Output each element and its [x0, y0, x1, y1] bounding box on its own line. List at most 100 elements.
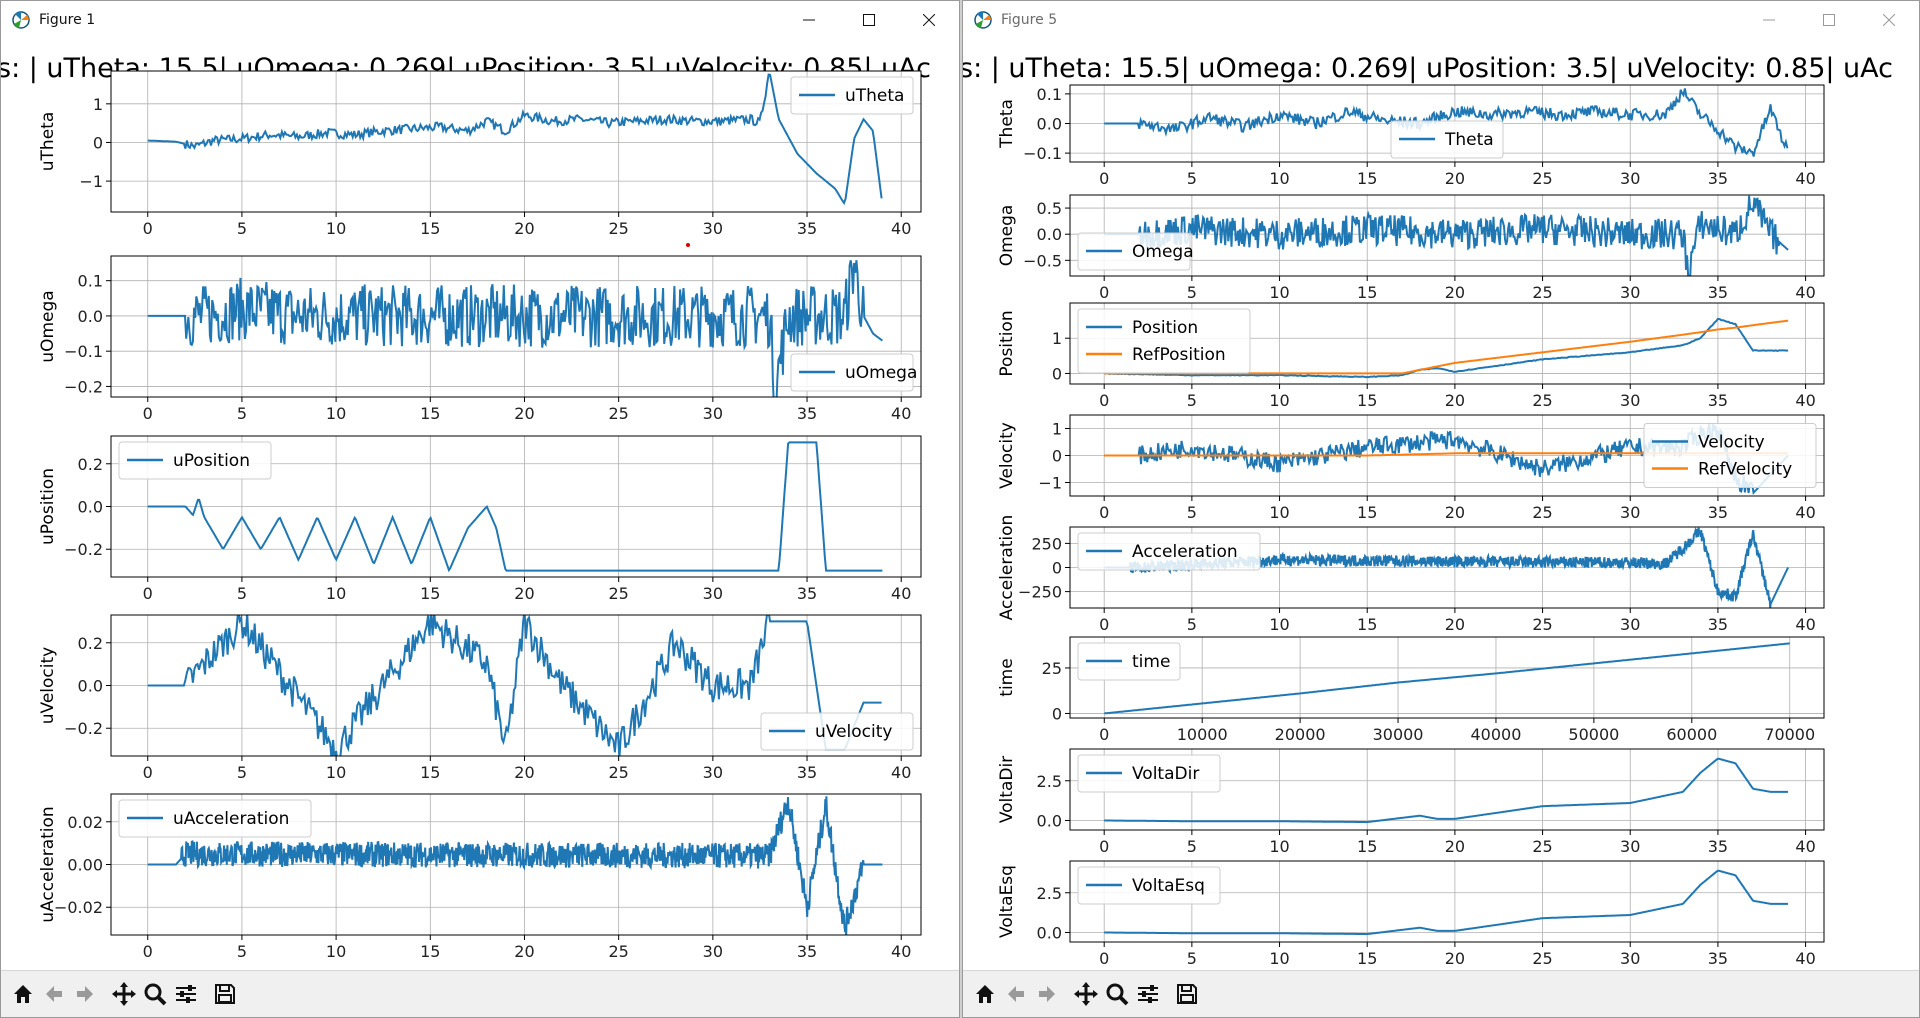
y-tick-label: −0.2 [64, 719, 103, 738]
x-tick-label: 35 [797, 404, 817, 423]
zoom-button[interactable] [1101, 976, 1132, 1012]
legend-label: time [1132, 652, 1170, 672]
y-tick-label: 0.0 [78, 677, 103, 696]
maximize-button[interactable] [1799, 1, 1859, 39]
close-button[interactable] [899, 1, 959, 39]
subplot-uPosition[interactable]: 0 5 10 15 20 25 30 35 40 −0.2 0.0 0.2 uPosition uPosi… [38, 435, 922, 603]
subplot-uOmega[interactable]: 0 5 10 15 20 25 30 35 40 −0.2 −0.1 0.0 0.1 uOmega uOme… [38, 255, 922, 423]
home-button[interactable] [7, 976, 38, 1012]
subplot-Acceleration[interactable]: 0 5 10 15 20 25 30 35 40 −250 0 250 Acceleration Acce… [997, 515, 1825, 634]
configure-subplots-button[interactable] [1132, 976, 1163, 1012]
subplot-uAcceleration[interactable]: 0 5 10 15 20 25 30 35 40 −0.02 0.00 0.02 uAccelerati… [38, 793, 922, 961]
x-tick-label: 15 [1357, 283, 1377, 302]
titlebar[interactable]: Figure 5 [963, 1, 1919, 39]
x-tick-label: 10 [326, 219, 346, 238]
x-tick-label: 50000 [1568, 725, 1619, 744]
home-icon [13, 985, 32, 1003]
x-tick-label: 30 [703, 584, 723, 603]
figure-1-window: Figure 1 s: | uTheta: 15.5| uOmega: 0.26… [0, 0, 960, 1018]
series-line-VoltaDir [1104, 757, 1789, 824]
x-tick-label: 20 [1445, 837, 1465, 856]
x-tick-label: 5 [237, 219, 247, 238]
minimize-button[interactable] [1739, 1, 1799, 39]
series-line-uVelocity [147, 615, 882, 756]
legend-label: Theta [1444, 130, 1494, 150]
plot-frame [1069, 636, 1825, 719]
y-tick-label: 2.5 [1037, 884, 1062, 903]
x-tick-label: 0 [143, 219, 153, 238]
x-tick-label: 35 [797, 763, 817, 782]
y-axis-label: uVelocity [38, 647, 58, 724]
x-tick-label: 40 [1795, 283, 1815, 302]
minimize-button[interactable] [779, 1, 839, 39]
figure-canvas[interactable]: s: | uTheta: 15.5| uOmega: 0.269| uPosit… [963, 39, 1919, 973]
y-axis-label: Acceleration [997, 515, 1017, 621]
minimize-icon [803, 19, 815, 21]
x-tick-label: 10 [1269, 615, 1289, 634]
y-tick-label: 0.1 [78, 272, 103, 291]
subplot-VoltaEsq[interactable]: 0 5 10 15 20 25 30 35 40 0.0 2.5 VoltaEsq VoltaEsq [997, 860, 1825, 968]
configure-icon [175, 985, 196, 1003]
x-tick-label: 60000 [1666, 725, 1717, 744]
save-button[interactable] [1171, 976, 1202, 1012]
close-button[interactable] [1859, 1, 1919, 39]
y-axis-label: Velocity [997, 422, 1017, 489]
subplot-Theta[interactable]: 0 5 10 15 20 25 30 35 40 −0.1 0.0 0.1 Theta Theta [997, 84, 1825, 188]
subplot-Position[interactable]: 0 5 10 15 20 25 30 35 40 0 1 Position Position RefPos… [997, 302, 1825, 410]
x-tick-label: 5 [1187, 615, 1197, 634]
plot-frame [110, 793, 922, 936]
x-tick-label: 15 [1357, 615, 1377, 634]
legend-box [1643, 423, 1817, 488]
legend-label: Position [1132, 318, 1198, 338]
plot-frame [1069, 526, 1825, 609]
x-tick-label: 0 [1099, 725, 1109, 744]
y-tick-label: 0.0 [1037, 115, 1062, 134]
maximize-button[interactable] [839, 1, 899, 39]
save-button[interactable] [209, 976, 240, 1012]
titlebar[interactable]: Figure 1 [1, 1, 959, 39]
y-axis-label: Theta [997, 99, 1017, 149]
y-axis-label: time [997, 658, 1017, 696]
forward-button[interactable] [1031, 976, 1062, 1012]
x-tick-label: 25 [1532, 503, 1552, 522]
configure-icon [1137, 985, 1158, 1003]
back-button[interactable] [1000, 976, 1031, 1012]
y-axis-label: Position [997, 310, 1017, 376]
y-tick-label: 0 [1052, 704, 1062, 723]
subplot-Omega[interactable]: 0 5 10 15 20 25 30 35 40 −0.5 0.0 0.5 Omega Omega [997, 194, 1825, 302]
navigation-toolbar [1, 970, 959, 1017]
x-tick-label: 35 [797, 942, 817, 961]
pan-button[interactable] [108, 976, 139, 1012]
configure-subplots-button[interactable] [170, 976, 201, 1012]
x-tick-label: 15 [1357, 949, 1377, 968]
forward-button[interactable] [69, 976, 100, 1012]
y-tick-label: −0.2 [64, 377, 103, 396]
x-tick-label: 5 [1187, 283, 1197, 302]
x-tick-label: 40 [1795, 615, 1815, 634]
x-tick-label: 5 [1187, 503, 1197, 522]
figure-canvas[interactable]: s: | uTheta: 15.5| uOmega: 0.269| uPosit… [1, 39, 959, 973]
subplot-VoltaDir[interactable]: 0 5 10 15 20 25 30 35 40 0.0 2.5 VoltaDir VoltaDir [997, 748, 1825, 856]
legend: VoltaEsq [1077, 866, 1221, 905]
figure-1-plots[interactable]: 0 5 10 15 20 25 30 35 40 −1 0 1 uTheta uTheta 0 5 10 15 20… [1, 39, 959, 973]
subplot-uVelocity[interactable]: 0 5 10 15 20 25 30 35 40 −0.2 0.0 0.2 uVelocity uVelo… [38, 609, 922, 782]
pan-button[interactable] [1070, 976, 1101, 1012]
plot-frame [1069, 84, 1825, 163]
x-tick-label: 30 [1620, 837, 1640, 856]
plot-frame [110, 614, 922, 757]
zoom-button[interactable] [139, 976, 170, 1012]
subplot-time[interactable]: 0 10000 20000 30000 40000 50000 60000 70000 0 25 t… [997, 636, 1825, 744]
back-button[interactable] [38, 976, 69, 1012]
y-tick-label: −1 [1038, 474, 1062, 493]
x-tick-label: 40 [1795, 169, 1815, 188]
y-tick-label: 0.1 [1037, 85, 1062, 104]
home-button[interactable] [969, 976, 1000, 1012]
x-tick-label: 5 [237, 404, 247, 423]
stray-marker [686, 243, 690, 247]
series-line-Omega [1104, 195, 1789, 276]
subplot-Velocity[interactable]: 0 5 10 15 20 25 30 35 40 −1 0 1 Velocity Velocity RefV… [997, 414, 1825, 522]
subplot-uTheta[interactable]: 0 5 10 15 20 25 30 35 40 −1 0 1 uTheta uTheta [38, 70, 922, 238]
x-tick-label: 0 [143, 942, 153, 961]
x-tick-label: 30 [703, 942, 723, 961]
